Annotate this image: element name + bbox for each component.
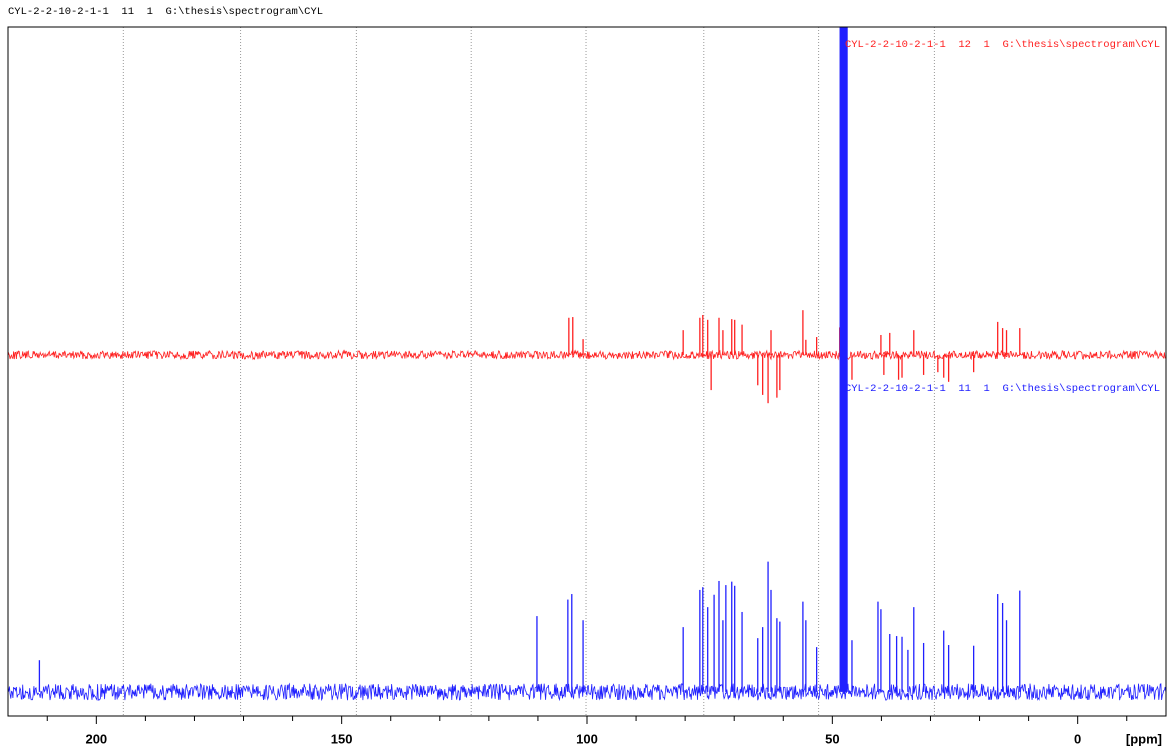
x-tick-label: 100 bbox=[576, 731, 598, 746]
x-axis-label: [ppm] bbox=[1126, 731, 1162, 746]
plot-frame bbox=[7, 26, 1167, 717]
x-tick-label: 200 bbox=[85, 731, 107, 746]
x-tick-label: 50 bbox=[825, 731, 839, 746]
baseline-noise bbox=[8, 349, 1166, 361]
x-tick-label: 0 bbox=[1074, 731, 1081, 746]
legend-label: CYL-2-2-10-2-1-1 11 1 G:\thesis\spectrog… bbox=[845, 383, 1160, 395]
baseline-noise bbox=[8, 682, 1166, 702]
plot-area bbox=[8, 27, 1166, 716]
x-tick-label: 150 bbox=[331, 731, 353, 746]
chart-title: CYL-2-2-10-2-1-1 11 1 G:\thesis\spectrog… bbox=[8, 6, 323, 18]
legend-label: CYL-2-2-10-2-1-1 12 1 G:\thesis\spectrog… bbox=[845, 39, 1160, 51]
